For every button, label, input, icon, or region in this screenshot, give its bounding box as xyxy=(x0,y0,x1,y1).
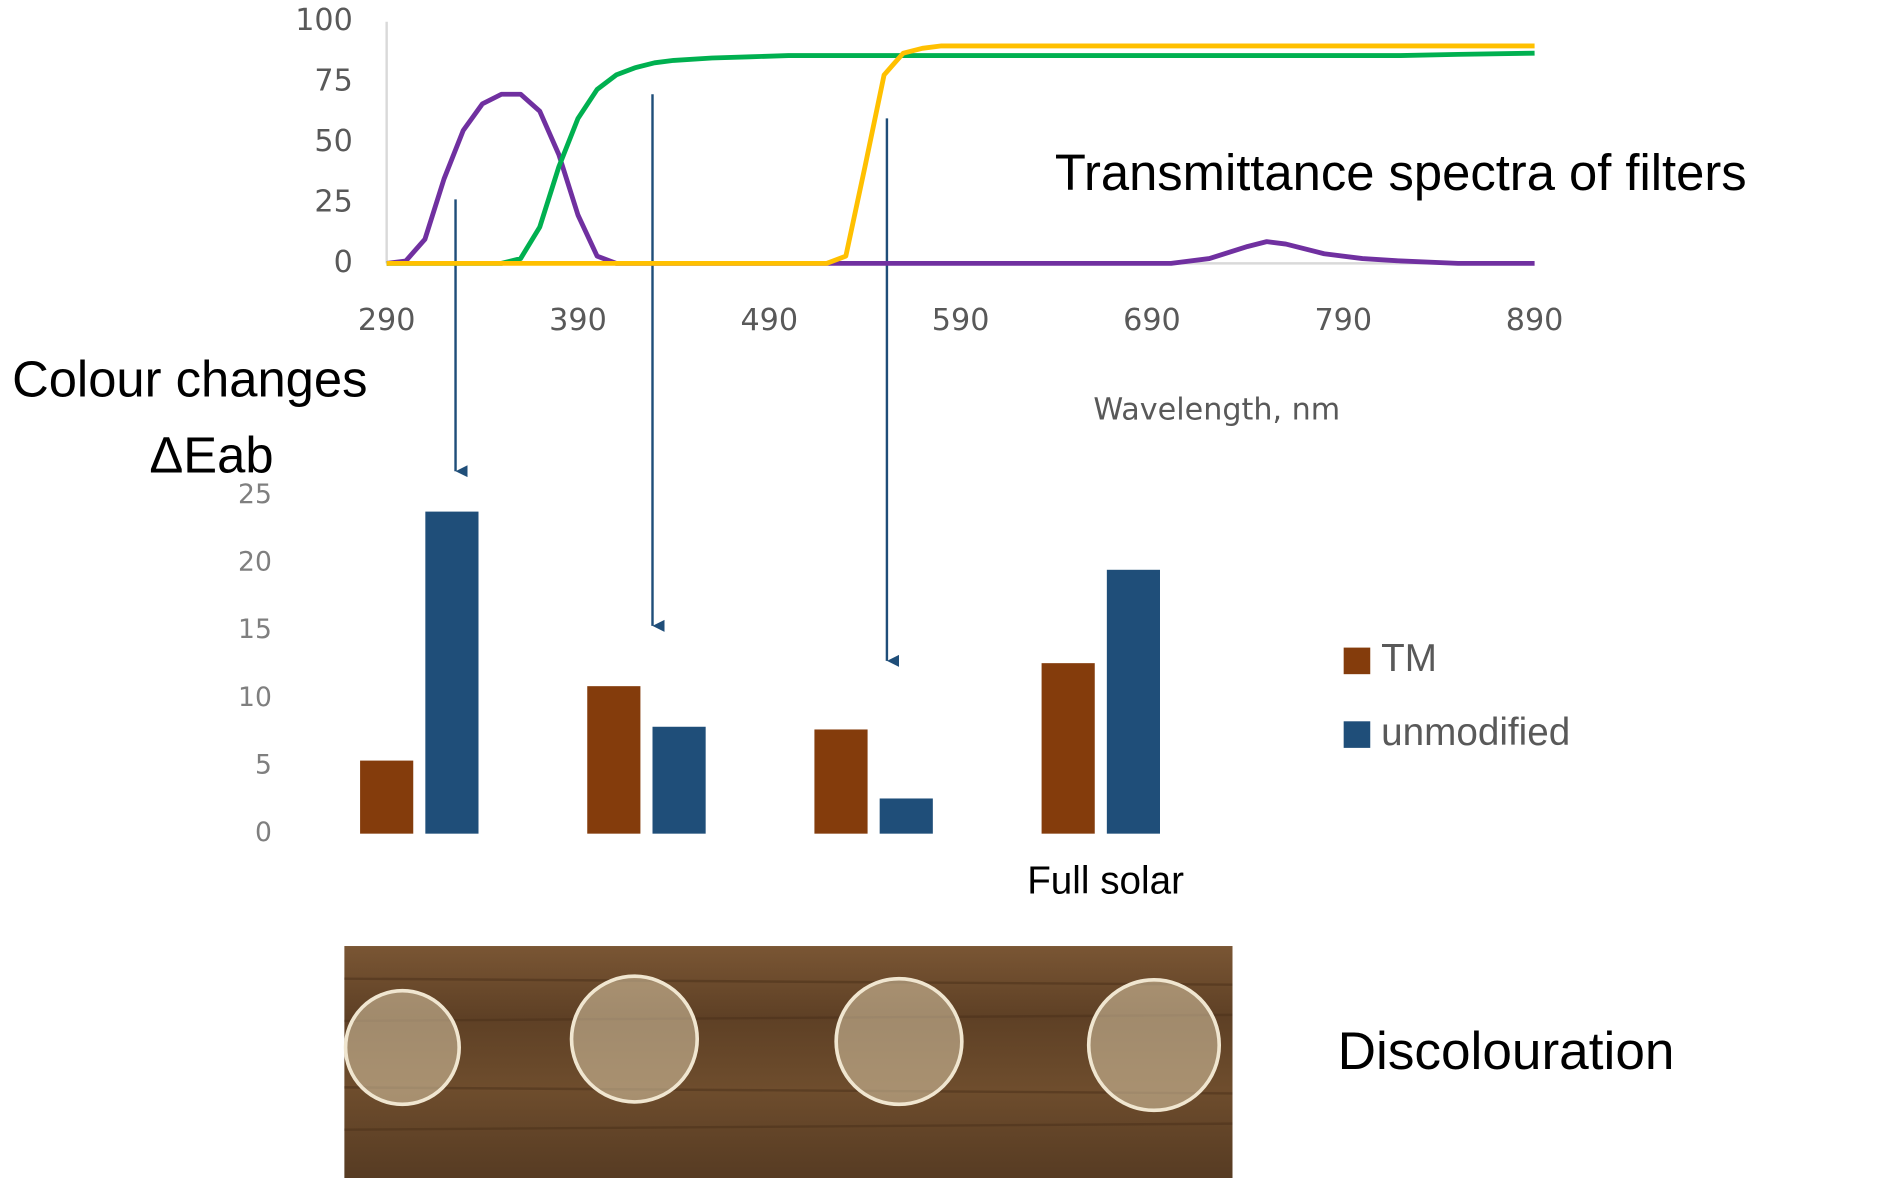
x-tick-label: 290 xyxy=(358,303,416,338)
chart-title: Colour changes xyxy=(12,350,367,407)
x-tick-label: Full solar xyxy=(1027,859,1184,902)
x-tick-label: 590 xyxy=(932,303,990,338)
arrows xyxy=(456,94,887,661)
page: {"chart_data": [ {"type": "line", "title… xyxy=(0,0,1885,1178)
y-tick-label: 25 xyxy=(314,184,352,219)
x-tick-label: 890 xyxy=(1506,303,1564,338)
y-tick-label: 0 xyxy=(334,245,353,280)
bar xyxy=(880,798,933,833)
y-tick-label: 100 xyxy=(295,3,353,38)
figure: Discolouration 0255075100290390490590690… xyxy=(0,0,1885,1178)
y-tick-label: 5 xyxy=(255,750,272,781)
bar xyxy=(587,686,640,833)
bar xyxy=(1042,663,1095,834)
bar xyxy=(814,729,867,833)
x-tick-label: 490 xyxy=(740,303,798,338)
y-tick-label: 75 xyxy=(314,64,352,99)
legend-label: TM xyxy=(1381,637,1437,680)
legend-swatch xyxy=(1344,721,1371,748)
x-tick-label: 390 xyxy=(549,303,607,338)
caption: Discolouration xyxy=(1338,1022,1675,1081)
y-tick-label: 0 xyxy=(255,817,272,848)
bar xyxy=(425,512,478,834)
wood-sample xyxy=(344,946,1232,1178)
x-tick-label: 690 xyxy=(1123,303,1181,338)
x-axis-label: Wavelength, nm xyxy=(1093,392,1340,427)
x-tick-label: 790 xyxy=(1314,303,1372,338)
bar xyxy=(360,761,413,834)
y-tick-label: 15 xyxy=(238,614,272,645)
legend-label: unmodified xyxy=(1381,711,1570,754)
y-tick-label: 50 xyxy=(314,124,352,159)
y-tick-label: 20 xyxy=(238,547,272,578)
legend-swatch xyxy=(1344,648,1371,675)
bar xyxy=(1107,570,1160,834)
chart-subtitle: ΔEab xyxy=(149,427,273,484)
bar xyxy=(653,727,706,834)
chart-title: Transmittance spectra of filters xyxy=(1055,144,1747,201)
y-tick-label: 10 xyxy=(238,682,272,713)
